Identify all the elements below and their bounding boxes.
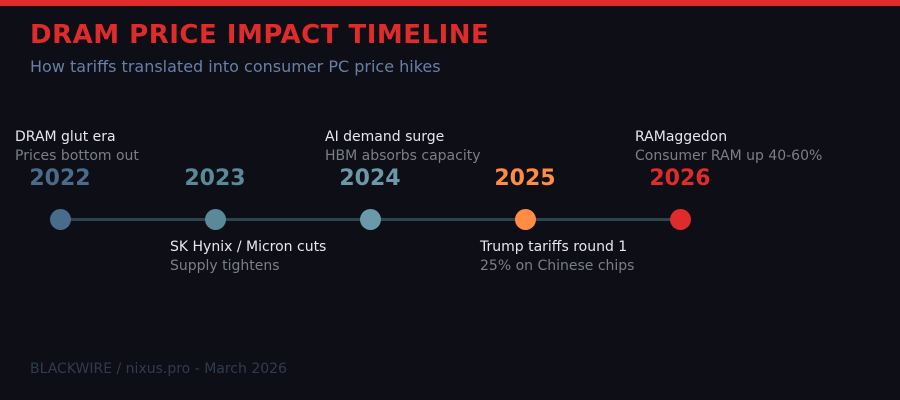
- event-detail: Consumer RAM up 40-60%: [635, 148, 823, 164]
- event-detail: Supply tightens: [170, 258, 280, 274]
- milestone-year: 2022: [29, 166, 91, 191]
- event-title: RAMaggedon: [635, 129, 728, 145]
- event-title: SK Hynix / Micron cuts: [170, 239, 327, 255]
- milestone-event: AI demand surge HBM absorbs capacity: [325, 129, 480, 164]
- milestone-dot: [360, 209, 381, 230]
- milestone-dot: [670, 209, 691, 230]
- event-detail: Prices bottom out: [15, 148, 139, 164]
- milestone-event: SK Hynix / Micron cuts Supply tightens: [170, 239, 326, 274]
- milestone-dot: [205, 209, 226, 230]
- event-detail: HBM absorbs capacity: [325, 148, 481, 164]
- milestone-event: Trump tariffs round 1 25% on Chinese chi…: [480, 239, 634, 274]
- milestone-dot: [515, 209, 536, 230]
- milestone-event: RAMaggedon Consumer RAM up 40-60%: [635, 129, 822, 164]
- footer-credit: BLACKWIRE / nixus.pro - March 2026: [30, 361, 287, 377]
- event-title: Trump tariffs round 1: [480, 239, 628, 255]
- milestone-dot: [50, 209, 71, 230]
- milestone-event: DRAM glut era Prices bottom out: [15, 129, 139, 164]
- page-title: DRAM PRICE IMPACT TIMELINE: [30, 20, 490, 50]
- milestone-year: 2024: [339, 166, 401, 191]
- event-title: DRAM glut era: [15, 129, 116, 145]
- page-subtitle: How tariffs translated into consumer PC …: [30, 57, 441, 76]
- event-detail: 25% on Chinese chips: [480, 258, 635, 274]
- accent-bar: [0, 0, 900, 6]
- milestone-year: 2026: [649, 166, 711, 191]
- milestone-year: 2025: [494, 166, 556, 191]
- event-title: AI demand surge: [325, 129, 445, 145]
- milestone-year: 2023: [184, 166, 246, 191]
